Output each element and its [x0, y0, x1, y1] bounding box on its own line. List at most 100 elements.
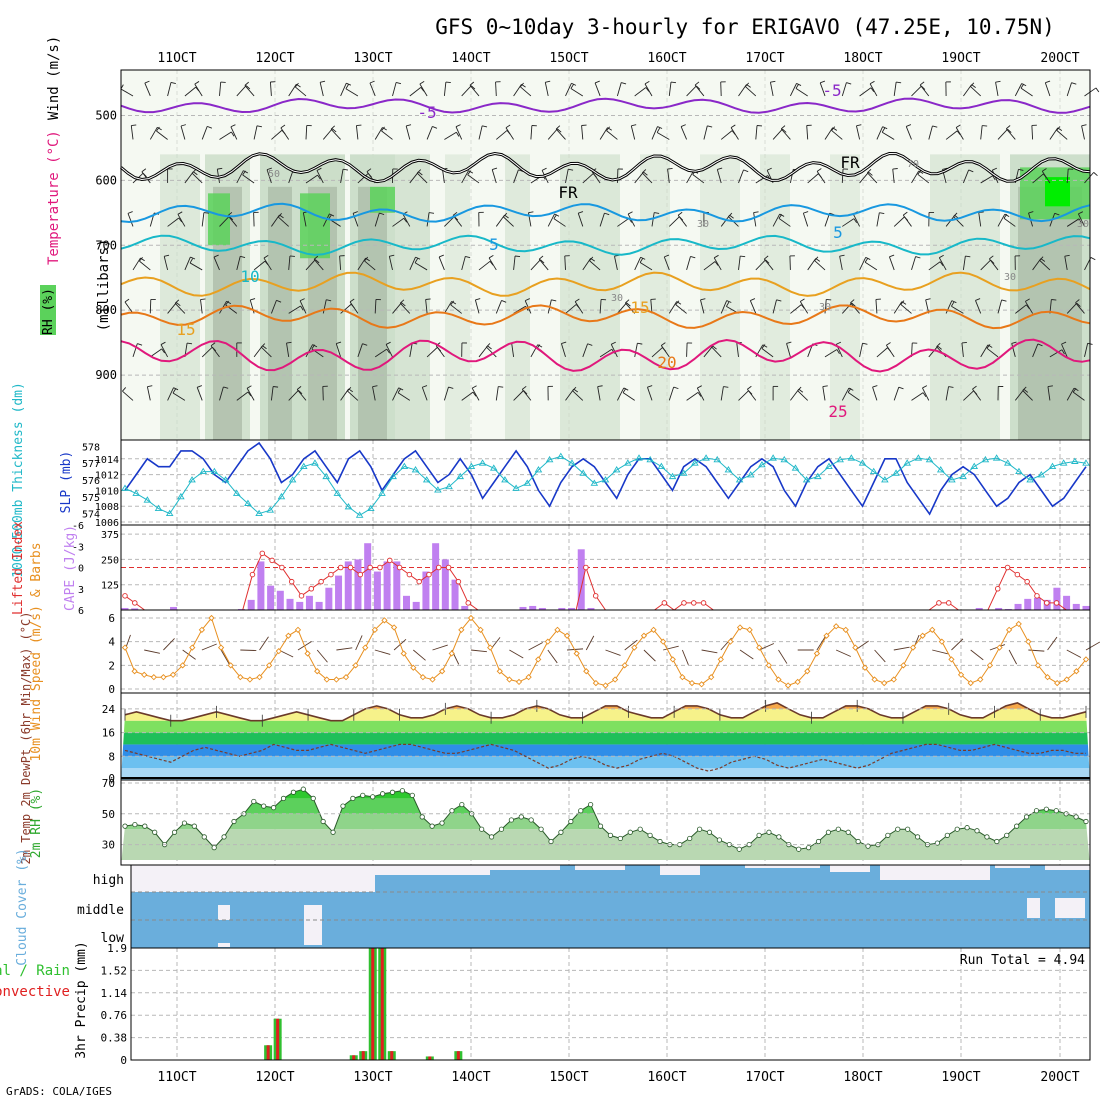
rh2m-point	[1054, 809, 1058, 813]
rh2m-point	[321, 819, 325, 823]
cape-bar	[277, 591, 284, 610]
li-tick-label: 0	[78, 564, 84, 575]
rh2m-point	[351, 796, 355, 800]
lifted-index-point	[427, 572, 432, 577]
rh-contour-label: 30	[697, 219, 709, 230]
rh2m-point	[896, 827, 900, 831]
rh2m-point	[182, 821, 186, 825]
wind-tick-label: 2	[108, 659, 115, 672]
rh2m-point	[955, 827, 959, 831]
rh2m-point	[549, 839, 553, 843]
wind-barb-flag	[446, 82, 451, 83]
temp-tick-label: 24	[102, 703, 116, 716]
precip-convective-bar	[381, 948, 384, 1060]
cloud-row-label: high	[93, 873, 124, 888]
rh2m-point	[975, 829, 979, 833]
contour-label: 25	[828, 402, 847, 421]
rh2m-point	[370, 795, 374, 799]
rh2m-point	[826, 830, 830, 834]
rh2m-point	[509, 818, 513, 822]
rh2m-point	[1074, 815, 1078, 819]
precip-convective-bar	[352, 1055, 355, 1060]
lifted-index-point	[417, 579, 422, 584]
lifted-index-point	[250, 572, 255, 577]
cape-bar	[1073, 604, 1080, 610]
precip-convective-bar	[390, 1051, 393, 1060]
contour-label: FR	[558, 183, 578, 202]
lifted-index-point	[446, 565, 451, 570]
rh2m-point	[1014, 824, 1018, 828]
precip-run-total: Run Total = 4.94	[960, 953, 1085, 968]
lifted-index-point	[1025, 579, 1030, 584]
pressure-tick-label: 500	[95, 108, 117, 122]
rh-fill-column	[505, 154, 530, 440]
rh2m-point	[192, 824, 196, 828]
cloud-cover-gap	[375, 865, 490, 875]
wind-barb-flag	[200, 299, 205, 300]
pressure-tick-label: 900	[95, 368, 117, 382]
precip-tick-label: 1.52	[101, 964, 128, 977]
lifted-index-point	[299, 594, 304, 599]
precip-tick-label: 0.76	[101, 1009, 128, 1022]
temp-color-band	[121, 733, 1090, 745]
rh-fill-column	[700, 154, 740, 440]
contour-label: -5	[822, 81, 841, 100]
lifted-index-point	[387, 558, 392, 563]
rh2m-point	[460, 802, 464, 806]
contour-label: 15	[176, 320, 195, 339]
thickness-tick-label: 574	[82, 510, 100, 521]
precip-tick-label: 0	[120, 1054, 127, 1067]
rh-contour-label: 30	[1004, 272, 1016, 283]
rh-axis-title: RH (%)	[41, 288, 56, 335]
rh2m-point	[796, 847, 800, 851]
rh2m-point	[638, 827, 642, 831]
rh2m-point	[539, 827, 543, 831]
cape-bar	[1015, 604, 1022, 610]
bottom-date-label: 15OCT	[549, 1070, 588, 1085]
rh2m-point	[806, 845, 810, 849]
lifted-index-point	[358, 572, 363, 577]
lifted-index-point	[1035, 594, 1040, 599]
rh2m-point	[489, 835, 493, 839]
top-date-label: 13OCT	[353, 51, 392, 66]
rh2m-point	[281, 796, 285, 800]
bottom-date-label: 16OCT	[647, 1070, 686, 1085]
rh2m-point	[291, 790, 295, 794]
cape-tick-label: 250	[101, 555, 119, 566]
rh2m-point	[361, 793, 365, 797]
wind-barb-flag	[273, 387, 278, 388]
wind-barb-flag	[668, 168, 673, 169]
rh2m-point	[153, 830, 157, 834]
rh2m-point	[945, 833, 949, 837]
li-tick-label: 6	[78, 606, 84, 617]
top-date-label: 11OCT	[157, 51, 196, 66]
rh2m-point	[905, 827, 909, 831]
temp-tick-label: 8	[108, 750, 115, 763]
rh2m-axis-title: 2m RH (%)	[29, 788, 44, 858]
lifted-index-point	[260, 551, 265, 556]
lifted-index-point	[123, 594, 128, 599]
cape-bar	[1083, 606, 1090, 610]
cloud-cover-gap	[575, 865, 625, 870]
lifted-index-axis-title: Lifted Index	[11, 521, 26, 615]
cloud-cover-gap	[830, 865, 870, 872]
lifted-index-point	[378, 565, 383, 570]
thickness-tick-label: 575	[82, 493, 100, 504]
rh2m-point	[1005, 833, 1009, 837]
lifted-index-point	[691, 601, 696, 606]
precip-legend-total: Total / Rain	[0, 963, 70, 979]
rh2m-point	[658, 839, 662, 843]
precip-tick-label: 1.9	[107, 942, 127, 955]
rh2m-point	[499, 827, 503, 831]
cape-bar	[1053, 588, 1060, 610]
wind-barb-flag	[893, 169, 898, 170]
contour-label: 5	[489, 235, 499, 254]
lifted-index-point	[1005, 565, 1010, 570]
temp-tick-label: 16	[102, 727, 115, 740]
wind-barb-flag	[426, 299, 431, 300]
cloud-cover-gap	[490, 865, 560, 870]
rh2m-point	[767, 830, 771, 834]
cloud-cover-gap	[660, 865, 700, 875]
top-date-label: 20OCT	[1040, 51, 1079, 66]
cape-bar	[1024, 599, 1031, 610]
